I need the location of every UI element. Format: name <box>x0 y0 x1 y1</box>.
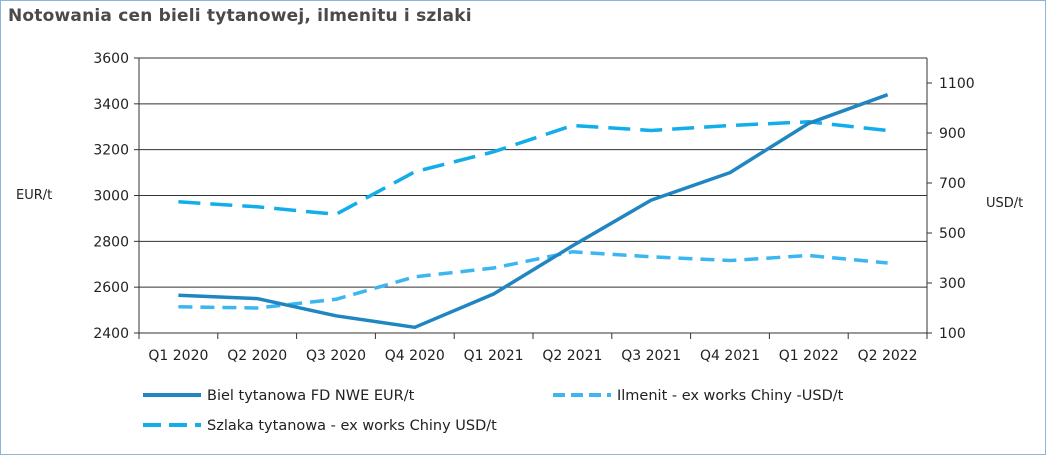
left-tick-label: 3000 <box>93 189 129 205</box>
legend-label-szlaka: Szlaka tytanowa - ex works Chiny USD/t <box>207 418 497 434</box>
right-axis-label: USD/t <box>986 196 1023 211</box>
x-tick-label: Q1 2020 <box>148 348 208 364</box>
x-tick-label: Q4 2020 <box>385 348 445 364</box>
right-tick-label: 100 <box>939 326 966 342</box>
right-tick-label: 500 <box>939 226 966 242</box>
left-axis-ticks: 2400 2600 2800 3000 3200 3400 3600 <box>93 51 129 342</box>
x-tick-label: Q1 2021 <box>464 348 524 364</box>
right-tick-label: 700 <box>939 176 966 192</box>
right-tick-label: 1100 <box>939 76 975 92</box>
left-tick-label: 3600 <box>93 51 129 67</box>
right-tick-label: 300 <box>939 276 966 292</box>
left-axis-label: EUR/t <box>16 188 52 203</box>
legend-label-biel: Biel tytanowa FD NWE EUR/t <box>207 388 415 404</box>
x-tick-label: Q2 2020 <box>227 348 287 364</box>
left-tick-label: 2600 <box>93 280 129 296</box>
chart-title: Notowania cen bieli tytanowej, ilmenitu … <box>8 6 472 26</box>
right-tick-label: 900 <box>939 126 966 142</box>
series-layer <box>178 93 889 330</box>
left-tick-label: 3200 <box>93 143 129 159</box>
left-tick-label: 2400 <box>93 326 129 342</box>
gridlines <box>134 57 932 339</box>
legend: Biel tytanowa FD NWE EUR/t Ilmenit - ex … <box>143 388 844 434</box>
series-line-0 <box>178 93 889 330</box>
legend-label-ilmenit: Ilmenit - ex works Chiny -USD/t <box>617 388 844 404</box>
series-line-2 <box>178 120 888 217</box>
x-tick-label: Q4 2021 <box>700 348 760 364</box>
x-tick-label: Q2 2022 <box>858 348 918 364</box>
left-tick-label: 2800 <box>93 234 129 250</box>
left-tick-label: 3400 <box>93 97 129 113</box>
right-axis-ticks: 100 300 500 700 900 1100 <box>939 76 975 342</box>
x-tick-label: Q3 2021 <box>621 348 681 364</box>
x-axis-ticks: Q1 2020 Q2 2020 Q3 2020 Q4 2020 Q1 2021 Q2 20… <box>148 348 917 364</box>
x-tick-label: Q1 2022 <box>779 348 839 364</box>
x-tick-label: Q2 2021 <box>542 348 602 364</box>
series-line-1 <box>178 250 888 310</box>
x-tick-label: Q3 2020 <box>306 348 366 364</box>
